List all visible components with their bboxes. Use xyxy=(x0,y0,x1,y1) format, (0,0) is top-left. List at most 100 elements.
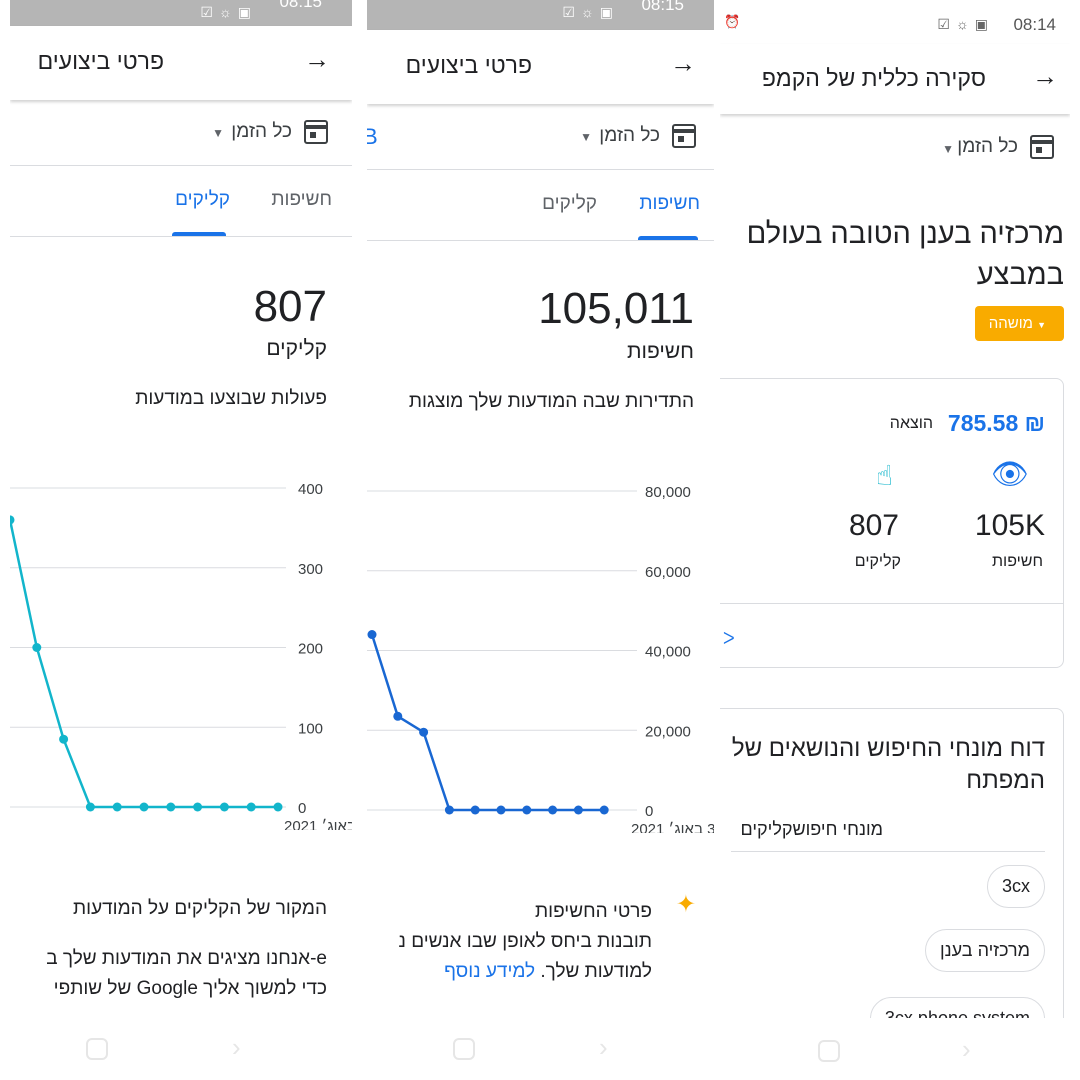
y-tick-label: 0 xyxy=(298,800,306,817)
impressions-value: 105K xyxy=(974,509,1045,542)
date-range-label[interactable]: כל הזמן xyxy=(599,125,660,146)
active-tab-indicator xyxy=(638,236,698,240)
eye-icon: 👁 xyxy=(990,458,1029,491)
page-title: סקירה כללית של הקמפ xyxy=(761,65,986,91)
impressions-label: חשיפות xyxy=(991,553,1043,570)
y-tick-label: 100 xyxy=(298,720,323,737)
data-point xyxy=(193,802,203,812)
y-tick-label: 40,000 xyxy=(645,644,691,661)
details-text-line2-text: למודעות שלך. xyxy=(540,961,652,982)
data-point xyxy=(496,805,506,815)
tab-clicks[interactable]: קליקים xyxy=(542,193,597,214)
clicks-performance-panel: ☑☼▣ 08:15 פרטי ביצועים → כל הזמן ▼ חשיפו… xyxy=(10,0,352,1080)
metric-value: 807 xyxy=(253,282,327,331)
data-point xyxy=(522,805,532,815)
recent-apps-icon[interactable] xyxy=(86,1038,108,1060)
status-badge[interactable]: מושהה ▼ xyxy=(974,306,1064,341)
impressions-performance-panel: ☑☼▣ 08:15 פרטי ביצועים → B כל הזמן ▼ חשי… xyxy=(367,0,714,1080)
status-bar: ☑☼▣ 08:15 xyxy=(10,0,352,26)
chevron-down-icon[interactable]: ▼ xyxy=(942,142,954,156)
y-tick-label: 400 xyxy=(298,481,323,498)
data-point xyxy=(393,711,403,721)
table-header: מונחי חיפושקליקים xyxy=(740,819,884,839)
chevron-down-icon[interactable]: ▼ xyxy=(580,130,592,144)
campaign-name-line2: במבצע xyxy=(976,259,1064,291)
data-point xyxy=(419,727,429,737)
report-title-line2: המפתח xyxy=(966,767,1045,794)
x-tick-label: 30 באוג׳ 2021 xyxy=(631,821,714,833)
metric-description: פעולות שבוצעו במודעות xyxy=(135,388,327,409)
tab-impressions[interactable]: חשיפות xyxy=(271,189,332,210)
calendar-icon[interactable] xyxy=(672,124,696,148)
status-bar: ☑☼▣ 08:15 xyxy=(367,0,714,30)
tab-impressions[interactable]: חשיפות xyxy=(639,193,700,214)
date-range-label[interactable]: כל הזמן xyxy=(957,136,1018,157)
page-title: פרטי ביצועים xyxy=(37,48,164,74)
tab-clicks[interactable]: קליקים xyxy=(175,189,230,210)
campaign-overview-panel: ⏰ ☑☼▣ 08:14 סקירה כללית של הקמפ → כל הזמ… xyxy=(720,0,1070,1080)
details-title: פרטי החשיפות xyxy=(535,901,652,922)
app-bar: פרטי ביצועים → xyxy=(10,26,352,100)
data-point xyxy=(367,630,377,640)
system-nav-bar: › xyxy=(367,1030,714,1080)
date-range-label[interactable]: כל הזמן xyxy=(231,121,292,142)
clicks-label: קליקים xyxy=(854,553,901,570)
details-text-line2: למודעות שלך. למידע נוסף xyxy=(444,957,652,987)
back-arrow-icon[interactable]: → xyxy=(1032,61,1058,91)
calendar-icon[interactable] xyxy=(304,120,328,144)
data-point xyxy=(548,805,558,815)
chevron-down-icon[interactable]: ▼ xyxy=(212,126,224,140)
data-point xyxy=(219,802,229,812)
date-range-selector[interactable]: כל הזמן ▼ xyxy=(720,114,1070,182)
back-nav-icon[interactable]: › xyxy=(232,1032,241,1062)
data-point xyxy=(85,802,95,812)
active-tab-indicator xyxy=(172,232,226,236)
search-term-chip[interactable]: מרכזיה בענן xyxy=(925,929,1045,972)
metric-description: התדירות שבה המודעות שלך מוצגות xyxy=(408,391,694,412)
data-point xyxy=(246,802,256,812)
back-nav-icon[interactable]: › xyxy=(599,1032,608,1062)
back-nav-icon[interactable]: › xyxy=(962,1034,971,1064)
clicks-chart: 400 300 200 100 030 באוג׳ 2021 xyxy=(10,481,352,830)
calendar-icon[interactable] xyxy=(1030,135,1054,159)
system-nav-bar: › xyxy=(10,1030,352,1080)
campaign-name-line1: מרכזיה בענן הטובה בעולם xyxy=(746,218,1064,250)
search-term-chip[interactable]: 3cx xyxy=(986,865,1045,908)
metric-label: חשיפות xyxy=(627,340,694,363)
data-point xyxy=(573,805,583,815)
status-icons: ☑☼▣ xyxy=(937,16,994,32)
data-point xyxy=(32,643,42,652)
y-tick-label: 20,000 xyxy=(645,723,691,740)
data-point xyxy=(112,802,122,812)
recent-apps-icon[interactable] xyxy=(818,1040,840,1062)
back-arrow-icon[interactable]: → xyxy=(304,44,330,74)
metric-tabs: חשיפות קליקים xyxy=(10,167,352,237)
metric-label: קליקים xyxy=(266,337,327,360)
sparkle-icon: ✦ xyxy=(675,891,696,918)
y-tick-label: 60,000 xyxy=(645,564,691,581)
series-line xyxy=(370,634,605,812)
series-line xyxy=(10,519,278,809)
metric-value: 105,011 xyxy=(538,284,694,333)
status-time: 08:15 xyxy=(641,0,684,14)
impressions-chart: 80,000 60,000 40,000 20,000 030 באוג׳ 2021 xyxy=(367,484,714,833)
status-badge-label: מושהה xyxy=(988,315,1033,332)
edge-glyph: B xyxy=(367,124,378,149)
source-text-line2: של שותפי Google כדי למשוך אליך xyxy=(53,978,327,999)
spend-label: הוצאה xyxy=(889,415,933,432)
source-title: המקור של הקליקים על המודעות xyxy=(73,898,327,919)
status-bar: ⏰ ☑☼▣ 08:14 xyxy=(720,0,1070,44)
tap-icon: ☝ xyxy=(875,460,893,491)
date-range-selector[interactable]: כל הזמן ▼ xyxy=(10,100,352,166)
app-bar: סקירה כללית של הקמפ → xyxy=(720,44,1070,114)
x-tick-label: 30 באוג׳ 2021 xyxy=(284,818,352,830)
date-range-selector[interactable]: B כל הזמן ▼ xyxy=(367,104,714,170)
recent-apps-icon[interactable] xyxy=(453,1038,475,1060)
system-nav-bar: › xyxy=(720,1030,1070,1080)
spend-value: 785.58 ₪ xyxy=(947,410,1045,436)
back-arrow-icon[interactable]: → xyxy=(670,48,696,78)
y-tick-label: 300 xyxy=(298,561,323,578)
learn-more-link[interactable]: למידע נוסף xyxy=(444,961,536,982)
page-title: פרטי ביצועים xyxy=(405,52,532,78)
data-point xyxy=(599,805,609,815)
